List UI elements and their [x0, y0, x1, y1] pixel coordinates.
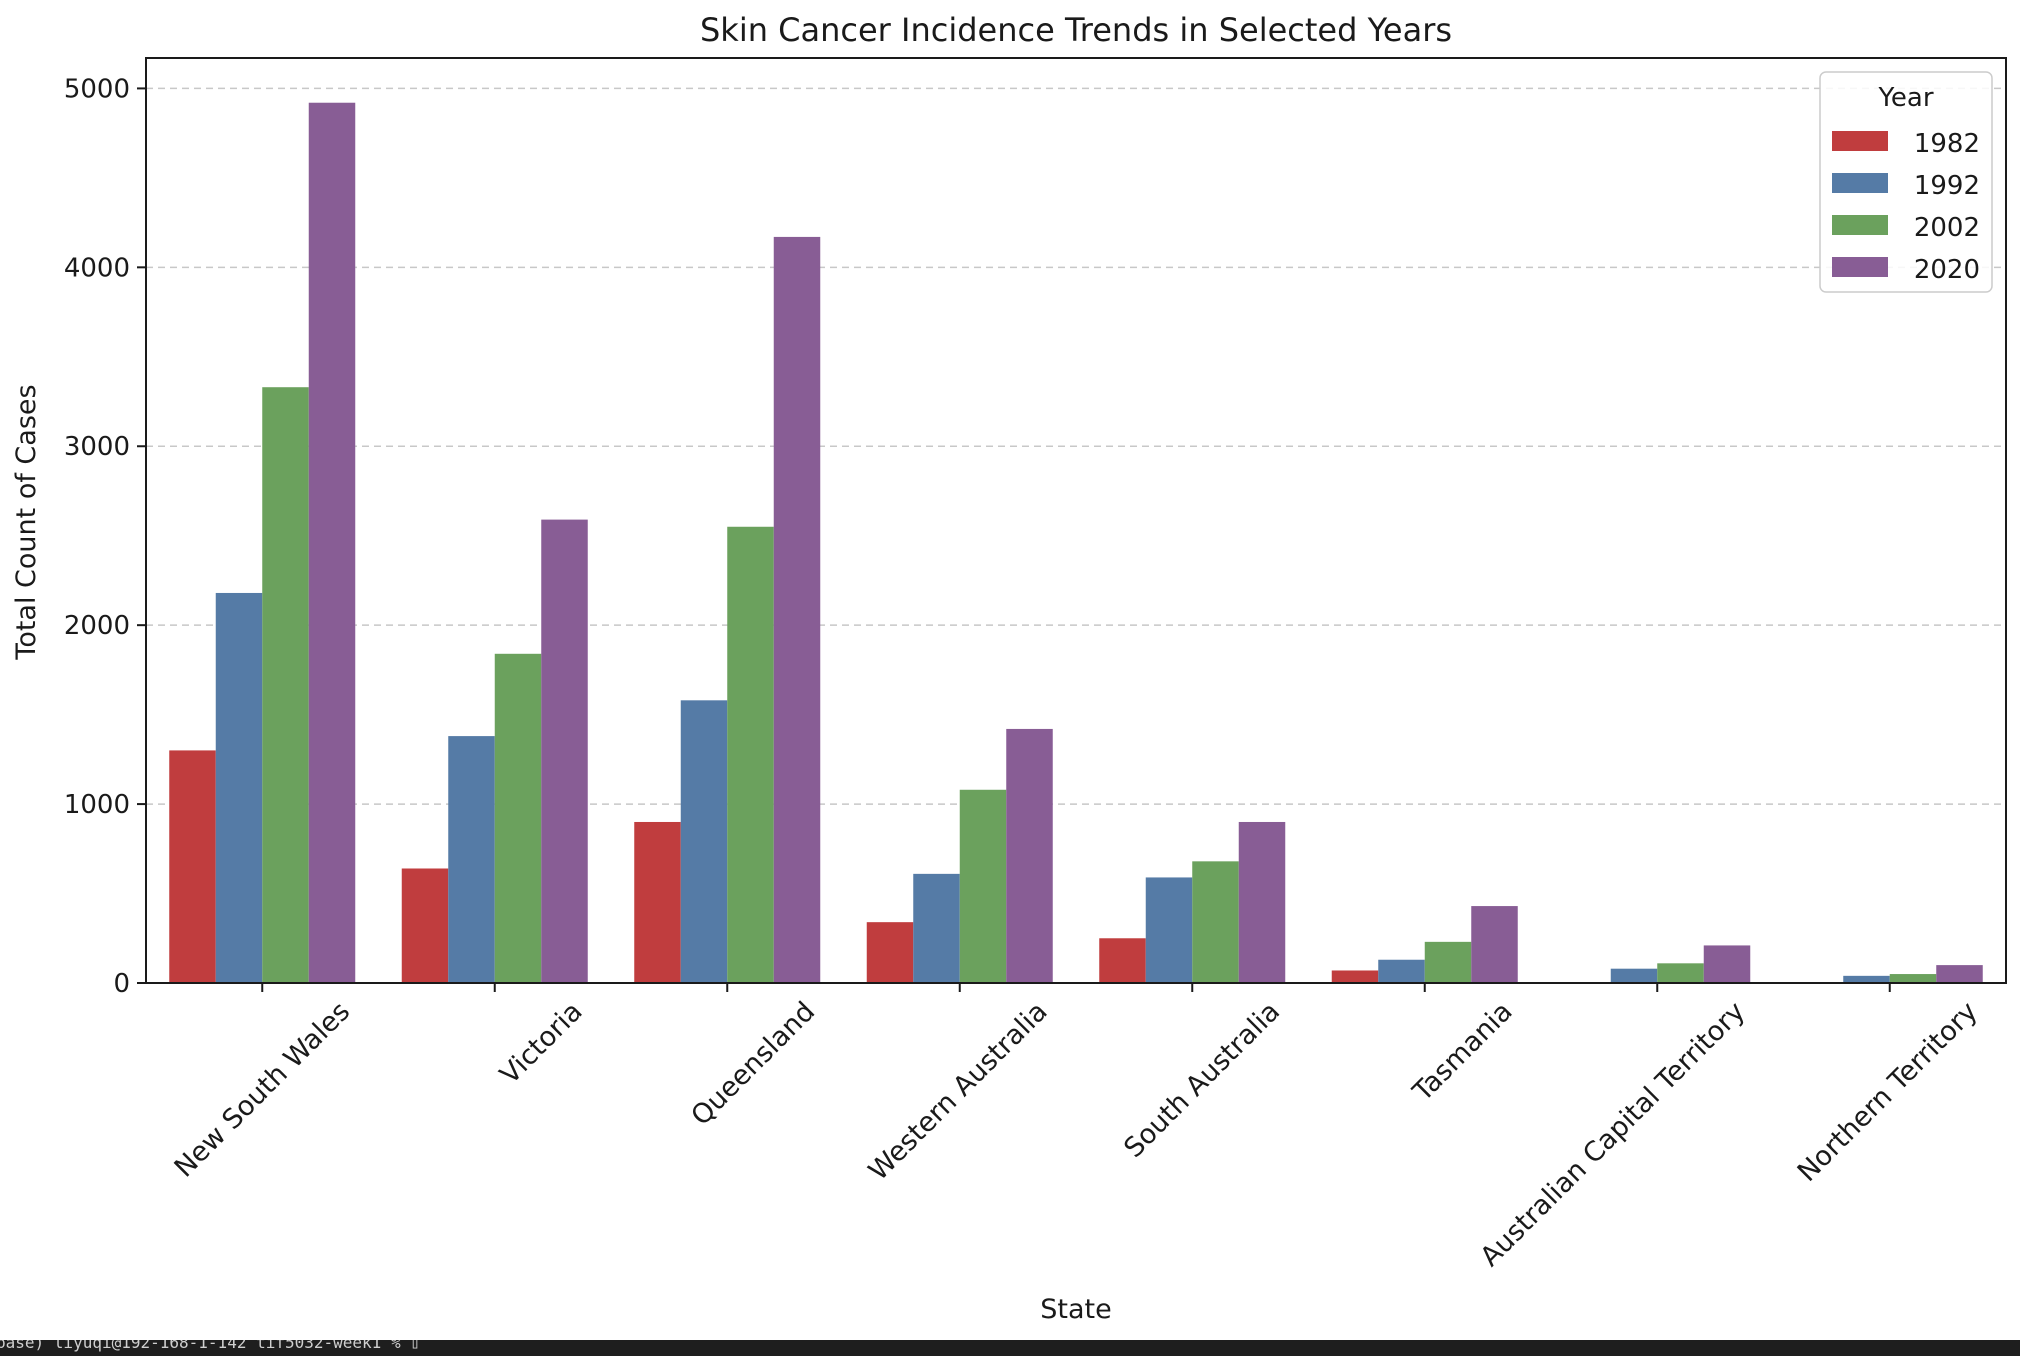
bar-2002-3: [959, 789, 1007, 983]
bar-1982-4: [1099, 938, 1146, 983]
bar-1992-0: [215, 592, 263, 983]
legend-label-1992: 1992: [1914, 171, 1980, 201]
x-tick-label: Victoria: [494, 996, 588, 1090]
bar-2002-6: [1657, 963, 1704, 983]
bar-2020-3: [1006, 728, 1053, 983]
bar-1982-0: [169, 750, 216, 983]
x-tick-label: South Australia: [1118, 996, 1286, 1164]
y-tick-label: 5000: [64, 74, 130, 104]
legend-swatch-1992: [1832, 173, 1888, 193]
y-tick-label: 1000: [64, 790, 130, 820]
legend-label-2002: 2002: [1914, 213, 1980, 243]
y-tick-label: 4000: [64, 253, 130, 283]
bar-2002-2: [727, 526, 774, 983]
x-axis-label: State: [1040, 1294, 1111, 1325]
bar-1982-1: [401, 868, 449, 983]
legend-swatch-1982: [1832, 131, 1888, 151]
bar-2002-4: [1192, 861, 1239, 983]
x-tick-label: Australian Capital Territory: [1475, 996, 1752, 1273]
x-tick-label: Tasmania: [1407, 996, 1519, 1108]
bar-1992-4: [1145, 877, 1193, 983]
legend-label-2020: 2020: [1914, 255, 1980, 285]
y-axis-label: Total Count of Cases: [11, 384, 42, 660]
terminal-prompt: base) liyuqi@192-168-1-142 tif5032-week1…: [0, 1340, 420, 1352]
terminal-strip: base) liyuqi@192-168-1-142 tif5032-week1…: [0, 1340, 2020, 1356]
plot-frame: [145, 57, 2007, 984]
legend-label-1982: 1982: [1914, 129, 1980, 159]
bar-2020-5: [1471, 906, 1518, 983]
bar-2002-0: [262, 387, 309, 983]
x-tick-label: Western Australia: [863, 996, 1054, 1187]
y-axis-ticks: 0 1000 2000 3000 4000 5000: [64, 74, 146, 999]
legend: Year 1982 1992 2002 2020: [1819, 71, 1993, 293]
bar-2002-7: [1889, 974, 1937, 983]
bar-1992-3: [913, 873, 960, 983]
bar-1982-3: [866, 922, 914, 983]
legend-title: Year: [1877, 83, 1933, 113]
x-tick-label: Northern Territory: [1792, 996, 1984, 1188]
bar-2002-1: [494, 653, 542, 983]
bar-1992-5: [1378, 959, 1425, 983]
bar-2020-6: [1703, 945, 1751, 983]
bar-2020-2: [773, 236, 821, 984]
bar-2020-0: [308, 102, 356, 984]
y-tick-label: 3000: [64, 432, 130, 462]
y-tick-label: 0: [113, 969, 130, 999]
bar-1992-2: [680, 700, 728, 983]
legend-swatch-2002: [1832, 215, 1888, 235]
bar-1982-5: [1331, 970, 1379, 983]
legend-swatch-2020: [1832, 257, 1888, 277]
x-tick-label: New South Wales: [169, 996, 357, 1184]
bar-2002-5: [1424, 941, 1472, 983]
bar-2020-7: [1936, 965, 1983, 983]
bars-group: [169, 102, 1983, 984]
legend-box: [1819, 71, 1993, 293]
chart-title: Skin Cancer Incidence Trends in Selected…: [700, 11, 1452, 49]
bar-1992-1: [448, 736, 495, 983]
bar-2020-4: [1238, 821, 1286, 983]
y-tick-label: 2000: [64, 611, 130, 641]
grid-lines: [146, 87, 2006, 805]
x-tick-label: Queensland: [685, 996, 821, 1132]
x-axis-ticks: New South Wales Victoria Queensland Western…: [169, 983, 1984, 1273]
bar-1992-7: [1843, 975, 1890, 983]
bar-1982-2: [634, 821, 681, 983]
bar-2020-1: [541, 519, 588, 983]
bar-1992-6: [1610, 968, 1658, 983]
